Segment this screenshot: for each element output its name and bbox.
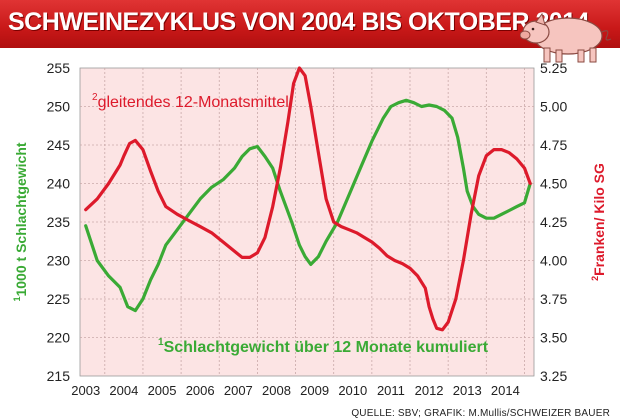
y-right-tick-label: 4.25 [540, 214, 567, 230]
y-right-tick-label: 4.50 [540, 176, 567, 192]
y-left-tick-label: 250 [47, 99, 71, 115]
pig-logo [520, 12, 612, 63]
plot-background [79, 67, 535, 377]
x-tick-label: 2012 [415, 383, 444, 398]
series-line-schlachtgewicht [84, 98, 532, 313]
x-tick-label: 2006 [186, 383, 215, 398]
x-tick-label: 2003 [71, 383, 100, 398]
y-right-tick-label: 3.50 [540, 330, 567, 346]
axis-text-layer: 215 3.25 220 3.50 225 3.75 230 4.00 235 4.25 240 4.… [12, 60, 607, 398]
x-tick-label: 2009 [300, 383, 329, 398]
y-right-tick-label: 5.25 [540, 60, 567, 76]
x-tick-label: 2011 [377, 383, 405, 398]
y-left-tick-label: 230 [47, 253, 71, 269]
y-left-tick-label: 220 [47, 330, 71, 346]
x-tick-label: 2004 [109, 383, 138, 398]
x-tick-label: 2010 [338, 383, 367, 398]
y-left-tick-label: 235 [47, 214, 71, 230]
y-left-tick-label: 245 [47, 137, 71, 153]
source-note: QUELLE: SBV; GRAFIK: M.Mullis/SCHWEIZER … [351, 408, 610, 419]
y-right-tick-label: 3.75 [540, 291, 567, 307]
y-right-tick-label: 4.75 [540, 137, 567, 153]
y-right-tick-label: 4.00 [540, 253, 567, 269]
annotation-monatsmittel: 2gleitendes 12-Monatsmittel [92, 92, 289, 111]
y-right-tick-label: 5.00 [540, 99, 567, 115]
x-tick-label: 2013 [453, 383, 482, 398]
y-left-axis-label: 11000 t Schlachtgewicht [12, 142, 29, 301]
y-left-tick-label: 225 [47, 291, 71, 307]
series-layer [84, 66, 532, 332]
x-tick-label: 2005 [148, 383, 177, 398]
annotation-schlachtgewicht: 1Schlachtgewicht über 12 Monate kumulier… [158, 337, 489, 356]
x-tick-label: 2007 [224, 383, 253, 398]
y-left-tick-label: 215 [47, 368, 71, 384]
y-right-tick-label: 3.25 [540, 368, 567, 384]
y-left-tick-label: 240 [47, 176, 71, 192]
x-tick-label: 2008 [262, 383, 291, 398]
series-line-monatsmittel [84, 66, 532, 332]
y-left-tick-label: 255 [47, 60, 71, 76]
y-right-axis-label: 2Franken/ Kilo SG [590, 163, 607, 281]
x-tick-label: 2014 [491, 383, 520, 398]
chart-title: SCHWEINEZYKLUS VON 2004 BIS OKTOBER 2014 [8, 8, 590, 36]
title-bar: SCHWEINEZYKLUS VON 2004 BIS OKTOBER 2014 [0, 0, 620, 48]
